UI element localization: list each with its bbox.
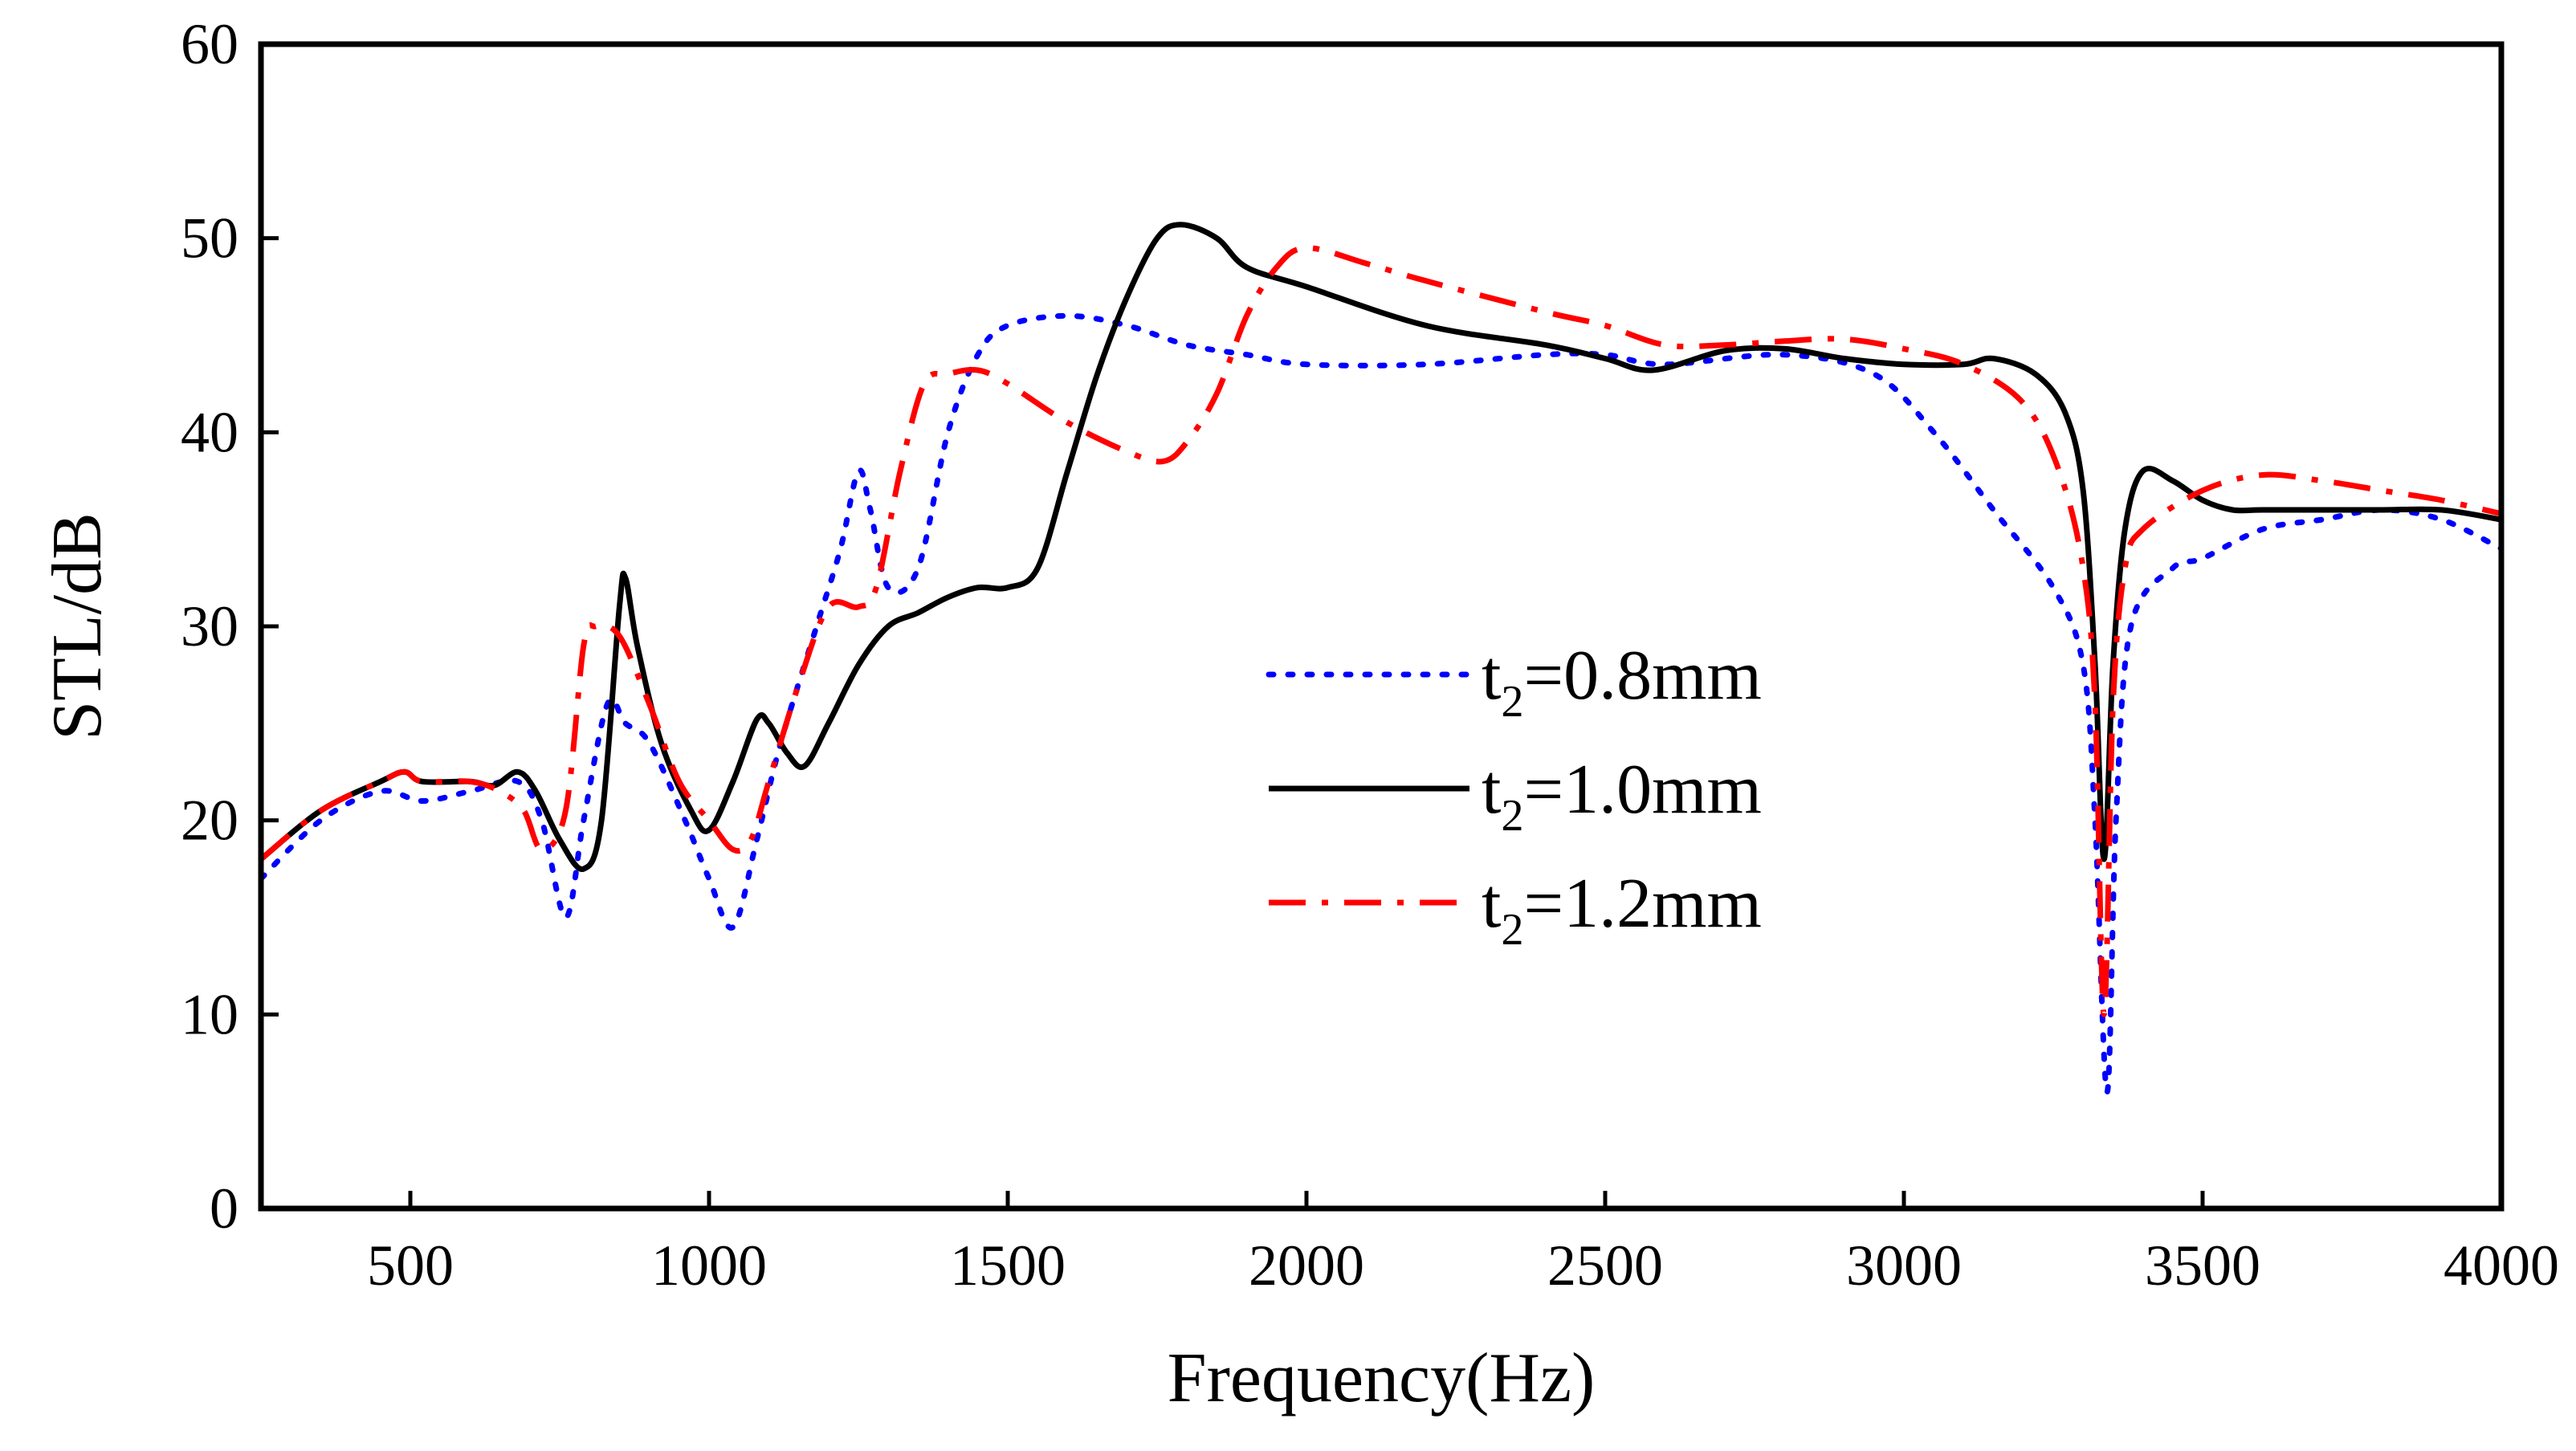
x-tick-label: 4000 (2444, 1233, 2559, 1298)
y-tick-label: 50 (181, 206, 238, 271)
legend-label-1: t2=0.8mm (1482, 637, 1762, 727)
y-axis-label: STL/dB (39, 512, 116, 740)
y-tick-label: 60 (181, 12, 238, 76)
x-axis-label: Frequency(Hz) (1168, 1339, 1596, 1417)
x-axis: 500 1000 1500 2000 2500 3000 3500 4000 (367, 1191, 2559, 1298)
y-tick-label: 40 (181, 400, 238, 464)
y-axis: 0 10 20 30 40 50 60 (181, 12, 279, 1241)
series-line-3 (261, 245, 2501, 1017)
y-tick-label: 10 (181, 982, 238, 1046)
x-tick-label: 3000 (1846, 1233, 1962, 1298)
plot-frame (258, 41, 2505, 1212)
legend-label-3: t2=1.2mm (1482, 865, 1762, 955)
x-tick-label: 2000 (1249, 1233, 1364, 1298)
legend-label-2: t2=1.0mm (1482, 751, 1762, 841)
y-tick-label: 0 (210, 1176, 238, 1241)
legend: t2=0.8mm t2=1.0mm t2=1.2mm (1266, 637, 1762, 955)
y-tick-label: 20 (181, 789, 238, 853)
series-line-1 (261, 312, 2501, 1095)
x-tick-label: 2500 (1547, 1233, 1663, 1298)
x-tick-label: 1000 (651, 1233, 767, 1298)
series-group (261, 222, 2501, 1095)
x-tick-label: 1500 (950, 1233, 1066, 1298)
y-tick-label: 30 (181, 594, 238, 658)
x-tick-label: 3500 (2145, 1233, 2260, 1298)
x-tick-label: 500 (367, 1233, 454, 1298)
series-line-2 (261, 222, 2501, 872)
